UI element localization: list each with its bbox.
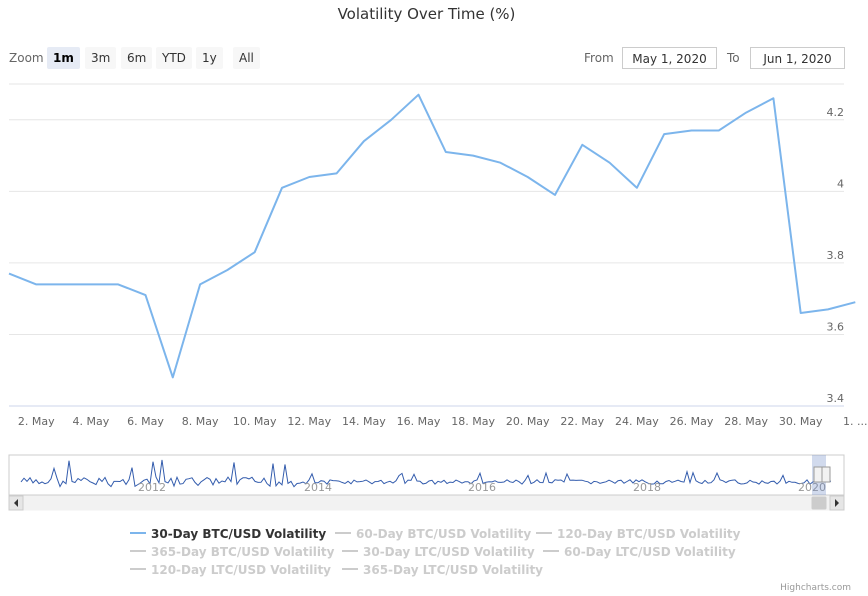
- legend-item[interactable]: 60-Day LTC/USD Volatility: [543, 545, 736, 559]
- y-tick-label: 4: [837, 177, 844, 190]
- x-tick-label: 26. May: [670, 415, 714, 428]
- legend-label: 365-Day LTC/USD Volatility: [363, 563, 543, 577]
- navigator-frame: [8, 454, 845, 496]
- navigator-series-line: [20, 459, 832, 488]
- legend-swatch: [543, 549, 559, 552]
- zoom-button-3m[interactable]: 3m: [85, 47, 117, 69]
- scrollbar-track: [8, 495, 845, 511]
- legend-item[interactable]: 120-Day LTC/USD Volatility: [130, 563, 331, 577]
- x-tick-label: 28. May: [724, 415, 768, 428]
- legend-label: 30-Day LTC/USD Volatility: [363, 545, 535, 559]
- navigator-year-label: 2016: [468, 481, 496, 494]
- legend-item[interactable]: 60-Day BTC/USD Volatility: [335, 527, 531, 541]
- navigator-year-label: 2012: [138, 481, 166, 494]
- x-tick-label: 22. May: [560, 415, 604, 428]
- chart-plot-area: 3.4 3.6 3.8 4 4.2 2. May 4. May 6. May 8. May 10…: [8, 83, 868, 511]
- chart-title: Volatility Over Time (%): [337, 5, 516, 23]
- legend-item[interactable]: 120-Day BTC/USD Volatility: [536, 527, 741, 541]
- scrollbar-thumb[interactable]: [811, 496, 827, 510]
- series-line: [8, 93, 856, 379]
- navigator-handle-right[interactable]: [821, 466, 831, 483]
- legend-item[interactable]: 30-Day LTC/USD Volatility: [342, 545, 535, 559]
- legend-label: 120-Day LTC/USD Volatility: [151, 563, 331, 577]
- x-tick-label: 20. May: [506, 415, 550, 428]
- navigator-year-label: 2014: [304, 481, 332, 494]
- zoom-button-all[interactable]: All: [233, 47, 260, 69]
- y-tick-label: 4.2: [827, 106, 845, 119]
- legend-item[interactable]: 30-Day BTC/USD Volatility: [130, 527, 326, 541]
- from-date-input[interactable]: May 1, 2020: [622, 47, 717, 69]
- chevron-right-icon: [835, 499, 839, 507]
- legend-swatch: [342, 549, 358, 552]
- x-tick-label: 10. May: [233, 415, 277, 428]
- from-label: From: [584, 51, 614, 65]
- x-tick-label: 4. May: [73, 415, 110, 428]
- x-tick-label: 8. May: [182, 415, 219, 428]
- chevron-left-icon: [14, 499, 18, 507]
- legend-label: 30-Day BTC/USD Volatility: [151, 527, 327, 541]
- x-tick-label: 16. May: [397, 415, 441, 428]
- zoom-button-6m[interactable]: 6m: [121, 47, 153, 69]
- x-tick-label: 1. ...: [843, 415, 867, 428]
- zoom-button-ytd[interactable]: YTD: [156, 47, 192, 69]
- legend-swatch: [342, 567, 358, 570]
- credits-link[interactable]: Highcharts.com: [780, 583, 851, 593]
- x-tick-label: 2. May: [18, 415, 55, 428]
- navigator-year-label: 2020: [798, 481, 826, 494]
- x-tick-label: 14. May: [342, 415, 386, 428]
- legend-label: 60-Day LTC/USD Volatility: [564, 545, 736, 559]
- zoom-label: Zoom: [9, 51, 44, 65]
- x-tick-label: 12. May: [287, 415, 331, 428]
- legend-item[interactable]: 365-Day LTC/USD Volatility: [342, 563, 543, 577]
- y-tick-label: 3.4: [827, 392, 845, 405]
- legend: 30-Day BTC/USD Volatility 60-Day BTC/USD …: [0, 524, 853, 580]
- legend-label: 120-Day BTC/USD Volatility: [557, 527, 741, 541]
- y-tick-label: 3.6: [827, 320, 845, 333]
- y-tick-label: 3.8: [827, 249, 845, 262]
- navigator-handle-left[interactable]: [813, 466, 823, 483]
- to-label: To: [727, 51, 740, 65]
- legend-label: 365-Day BTC/USD Volatility: [151, 545, 335, 559]
- zoom-button-1m[interactable]: 1m: [47, 47, 80, 69]
- legend-item[interactable]: 365-Day BTC/USD Volatility: [130, 545, 335, 559]
- legend-swatch: [130, 531, 146, 534]
- legend-label: 60-Day BTC/USD Volatility: [356, 527, 532, 541]
- zoom-button-1y[interactable]: 1y: [196, 47, 223, 69]
- x-tick-label: 24. May: [615, 415, 659, 428]
- legend-swatch: [536, 531, 552, 534]
- legend-swatch: [130, 567, 146, 570]
- legend-swatch: [130, 549, 146, 552]
- x-tick-label: 18. May: [451, 415, 495, 428]
- x-tick-label: 6. May: [127, 415, 164, 428]
- legend-swatch: [335, 531, 351, 534]
- navigator-year-label: 2018: [633, 481, 661, 494]
- to-date-input[interactable]: Jun 1, 2020: [750, 47, 845, 69]
- x-tick-label: 30. May: [779, 415, 823, 428]
